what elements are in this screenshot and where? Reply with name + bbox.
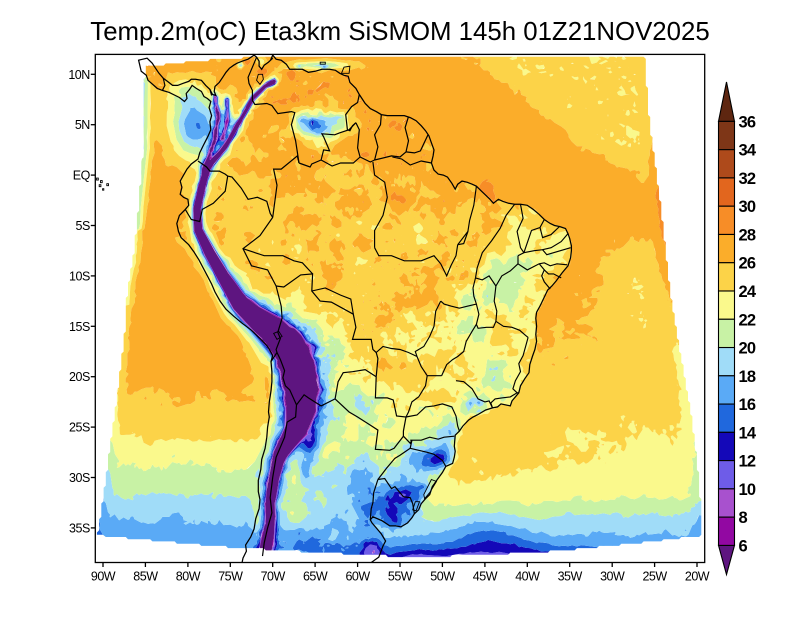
svg-text:25S: 25S bbox=[69, 421, 90, 435]
svg-text:16: 16 bbox=[739, 396, 756, 414]
svg-text:20W: 20W bbox=[685, 570, 710, 584]
svg-text:25W: 25W bbox=[642, 570, 667, 584]
svg-text:30S: 30S bbox=[69, 471, 90, 485]
svg-text:45W: 45W bbox=[473, 570, 498, 584]
svg-text:70W: 70W bbox=[261, 570, 286, 584]
svg-text:80W: 80W bbox=[176, 570, 201, 584]
svg-text:50W: 50W bbox=[430, 570, 455, 584]
svg-text:26: 26 bbox=[739, 255, 756, 273]
svg-text:35W: 35W bbox=[558, 570, 583, 584]
svg-text:14: 14 bbox=[739, 424, 757, 442]
svg-text:34: 34 bbox=[739, 142, 757, 160]
svg-text:10S: 10S bbox=[69, 269, 90, 283]
svg-text:32: 32 bbox=[739, 170, 756, 188]
svg-text:55W: 55W bbox=[388, 570, 413, 584]
svg-text:10: 10 bbox=[739, 481, 756, 499]
svg-text:5S: 5S bbox=[76, 219, 90, 233]
svg-text:36: 36 bbox=[739, 113, 756, 131]
svg-text:8: 8 bbox=[739, 509, 748, 527]
svg-text:28: 28 bbox=[739, 227, 756, 245]
svg-text:35S: 35S bbox=[69, 521, 90, 535]
svg-text:12: 12 bbox=[739, 453, 756, 471]
svg-text:40W: 40W bbox=[515, 570, 540, 584]
svg-text:5N: 5N bbox=[75, 118, 90, 132]
svg-text:30W: 30W bbox=[600, 570, 625, 584]
svg-text:24: 24 bbox=[739, 283, 757, 301]
svg-text:EQ: EQ bbox=[73, 169, 91, 183]
svg-text:20: 20 bbox=[739, 340, 756, 358]
svg-text:65W: 65W bbox=[303, 570, 328, 584]
svg-text:22: 22 bbox=[739, 311, 756, 329]
svg-text:30: 30 bbox=[739, 198, 756, 216]
svg-text:90W: 90W bbox=[91, 570, 116, 584]
svg-text:85W: 85W bbox=[133, 570, 158, 584]
svg-text:20S: 20S bbox=[69, 370, 90, 384]
svg-text:15S: 15S bbox=[69, 320, 90, 334]
svg-text:10N: 10N bbox=[68, 68, 90, 82]
svg-text:Temp.2m(oC) Eta3km SiSMOM 145h: Temp.2m(oC) Eta3km SiSMOM 145h 01Z21NOV2… bbox=[90, 18, 709, 46]
svg-text:6: 6 bbox=[739, 537, 748, 555]
svg-text:75W: 75W bbox=[218, 570, 243, 584]
svg-text:18: 18 bbox=[739, 368, 756, 386]
svg-text:60W: 60W bbox=[345, 570, 370, 584]
